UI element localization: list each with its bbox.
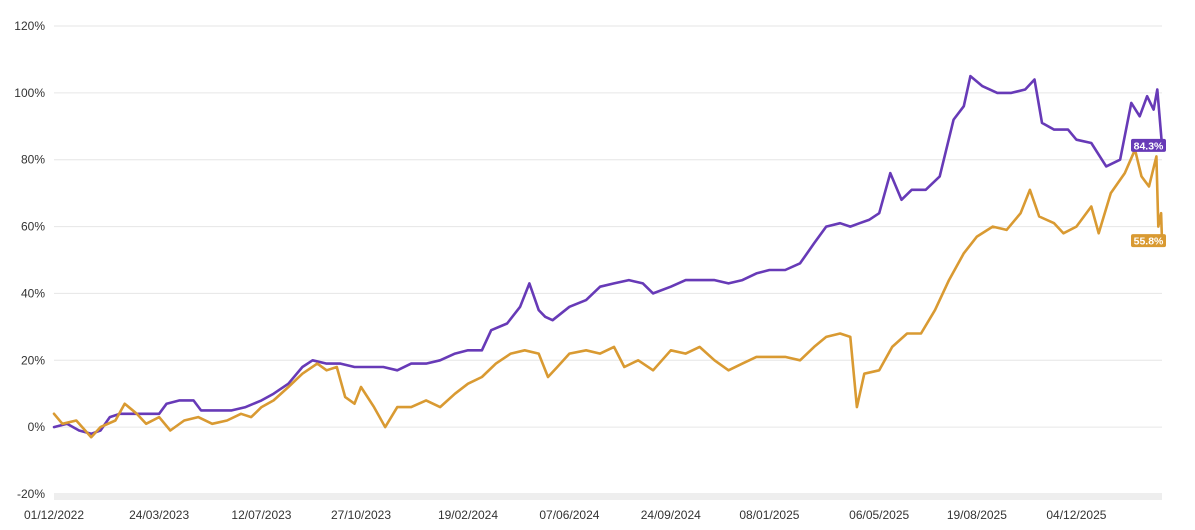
end-value-badge: 55.8% bbox=[1131, 234, 1166, 248]
x-tick-label: 24/09/2024 bbox=[641, 508, 701, 522]
end-value-labels: 84.3% 55.8% bbox=[1131, 138, 1166, 248]
end-value-badge-bg bbox=[1131, 234, 1166, 248]
grid-lines bbox=[54, 25, 1162, 428]
y-tick-label: 120% bbox=[14, 19, 45, 33]
y-tick-label: 60% bbox=[21, 220, 45, 234]
y-tick-label: 100% bbox=[14, 86, 45, 100]
y-tick-label: 0% bbox=[28, 420, 46, 434]
y-tick-label: 80% bbox=[21, 153, 45, 167]
x-tick-label: 19/02/2024 bbox=[438, 508, 498, 522]
series-line bbox=[52, 74, 1164, 436]
x-tick-label: 19/08/2025 bbox=[947, 508, 1007, 522]
y-tick-label: -20% bbox=[17, 487, 45, 501]
x-axis-range-strip bbox=[54, 493, 1162, 500]
end-value-label: 84.3% bbox=[1134, 140, 1164, 152]
x-tick-label: 08/01/2025 bbox=[739, 508, 799, 522]
series-line bbox=[52, 148, 1164, 439]
series-lines bbox=[52, 74, 1164, 439]
end-value-label: 55.8% bbox=[1134, 236, 1164, 248]
y-tick-label: 20% bbox=[21, 353, 45, 367]
y-tick-label: 40% bbox=[21, 286, 45, 300]
x-tick-label: 12/07/2023 bbox=[231, 508, 291, 522]
end-value-badge-bg bbox=[1131, 138, 1166, 152]
y-axis: -20% 0% 20% 40% 60% 80% 100% 120% bbox=[14, 19, 45, 501]
end-value-badge: 84.3% bbox=[1131, 138, 1166, 152]
x-tick-label: 07/06/2024 bbox=[539, 508, 599, 522]
x-tick-label: 01/12/2022 bbox=[24, 508, 84, 522]
x-tick-label: 04/12/2025 bbox=[1046, 508, 1106, 522]
x-tick-label: 24/03/2023 bbox=[129, 508, 189, 522]
x-tick-label: 06/05/2025 bbox=[849, 508, 909, 522]
x-tick-label: 27/10/2023 bbox=[331, 508, 391, 522]
x-axis: 01/12/2022 24/03/2023 12/07/2023 27/10/2023… bbox=[24, 508, 1107, 522]
